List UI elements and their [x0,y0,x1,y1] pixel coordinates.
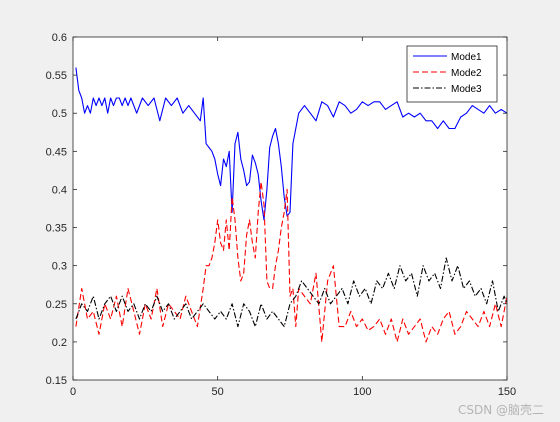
y-tick-label: 0.5 [52,108,67,120]
legend-label-mode3: Mode3 [451,84,482,95]
y-tick-label: 0.45 [46,146,67,158]
x-tick-label: 100 [353,386,371,398]
legend-box [406,45,498,103]
legend-label-mode2: Mode2 [451,68,482,79]
x-tick-label: 0 [70,386,76,398]
x-tick-label: 50 [212,386,224,398]
y-tick-label: 0.15 [46,375,67,387]
series-line-mode1 [75,67,508,221]
legend: Mode1 Mode2 Mode3 [406,45,498,103]
x-tick-label: 150 [498,386,516,398]
y-tick-label: 0.3 [52,261,67,273]
watermark: CSDN @脑壳二 [457,403,544,417]
legend-label-mode1: Mode1 [451,52,482,63]
series-layer [75,67,508,343]
series-line-mode2 [75,181,508,343]
ticks-layer: 0 50 100 150 0.15 0.2 0.25 0.3 0.35 0.4 0.45 0.5 0.5… [46,32,517,398]
y-tick-label: 0.55 [46,70,67,82]
y-tick-label: 0.4 [52,184,67,196]
y-tick-label: 0.6 [52,32,67,44]
series-line-mode3 [75,257,508,328]
y-tick-label: 0.25 [46,299,67,311]
axes-box [72,36,508,381]
y-tick-label: 0.35 [46,223,67,235]
y-tick-label: 0.2 [52,337,67,349]
